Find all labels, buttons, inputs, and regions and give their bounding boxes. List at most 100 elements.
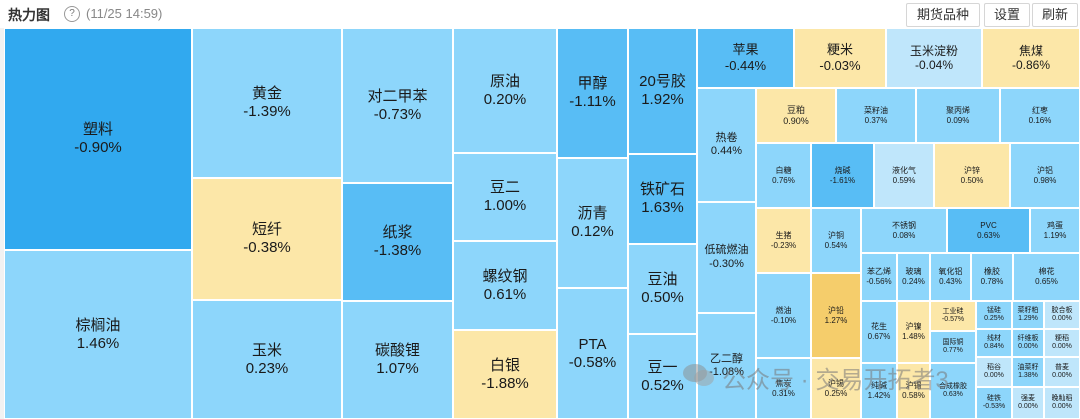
tile-8[interactable]: 原油 0.20% [453,28,557,153]
tile-9[interactable]: 豆二 1.00% [453,153,557,241]
tile-name: 菜籽油 [864,105,888,115]
tile-58[interactable]: 油菜籽 1.38% [1012,357,1044,387]
tile-50[interactable]: 胶合板 0.00% [1044,301,1080,329]
tile-20[interactable]: 粳米 -0.03% [794,28,886,88]
tile-52[interactable]: 沪镍 1.48% [897,301,930,363]
tile-25[interactable]: 乙二醇 -1.08% [697,313,756,419]
tile-name: 苯乙烯 [867,267,891,277]
tile-change-percent: 0.65% [1035,277,1058,286]
help-icon[interactable]: ? [64,6,80,22]
tile-19[interactable]: 苹果 -0.44% [697,28,794,88]
tile-name: PVC [980,220,997,230]
tile-name: 玉米淀粉 [909,43,958,58]
tile-name: 红枣 [1032,105,1048,115]
tile-48[interactable]: 锰硅 0.25% [976,301,1012,329]
refresh-button[interactable]: 刷新 [1032,3,1078,27]
tile-56[interactable]: 国际铜 0.77% [930,331,976,363]
tile-32[interactable]: 液化气 0.59% [874,143,934,208]
tile-44[interactable]: 棉花 0.65% [1013,253,1080,301]
tile-64[interactable]: 强麦 0.00% [1012,387,1044,419]
tile-34[interactable]: 沪铝 0.98% [1010,143,1080,208]
tile-16[interactable]: 铁矿石 1.63% [628,154,697,244]
tile-name: 棕榈油 [75,316,121,334]
tile-10[interactable]: 螺纹钢 0.61% [453,241,557,330]
settings-button[interactable]: 设置 [984,3,1030,27]
tile-name: 工业硅 [942,307,964,315]
tile-name: 菜籽粕 [1017,306,1039,314]
tile-60[interactable]: 焦炭 0.31% [756,358,811,419]
tile-42[interactable]: 氧化铝 0.43% [930,253,971,301]
tile-57[interactable]: 稻谷 0.00% [976,357,1012,387]
tile-39[interactable]: 鸡蛋 1.19% [1030,208,1080,253]
tile-46[interactable]: 沪铅 1.27% [811,273,861,358]
tile-59[interactable]: 普麦 0.00% [1044,357,1080,387]
tile-13[interactable]: 沥青 0.12% [557,158,628,288]
tile-35[interactable]: 生猪 -0.23% [756,208,811,273]
tile-name: 塑料 [82,121,113,138]
tile-change-percent: 0.52% [641,376,684,394]
tile-name: 强麦 [1021,394,1035,402]
tile-name: 甲醇 [577,75,608,92]
tile-6[interactable]: 纸浆 -1.38% [342,183,453,301]
tile-name: 聚丙烯 [946,105,970,115]
tile-3[interactable]: 短纤 -0.38% [192,178,342,300]
tile-24[interactable]: 低硫燃油 -0.30% [697,202,756,313]
tile-change-percent: -1.08% [709,366,744,378]
tile-62[interactable]: 沪锡 0.58% [897,363,930,419]
tile-51[interactable]: 花生 0.67% [861,301,897,363]
tile-45[interactable]: 燃油 -0.10% [756,273,811,358]
tile-23[interactable]: 热卷 0.44% [697,88,756,202]
tile-change-percent: 1.92% [641,91,684,108]
tile-change-percent: -0.23% [770,240,797,250]
tile-54[interactable]: 纤维板 0.00% [1012,329,1044,357]
tile-name: 普麦 [1055,363,1069,371]
tile-26[interactable]: 豆粕 0.90% [756,88,836,143]
tile-change-percent: 1.07% [376,360,419,377]
tile-41[interactable]: 玻璃 0.24% [897,253,930,301]
tile-67[interactable]: 合成橡胶 0.63% [930,363,976,419]
tile-33[interactable]: 沪锌 0.50% [934,143,1010,208]
tile-15[interactable]: 20号胶 1.92% [628,28,697,154]
tile-change-percent: 0.59% [892,175,916,185]
tile-name: 焦煤 [1018,43,1043,58]
tile-21[interactable]: 玉米淀粉 -0.04% [886,28,982,88]
tile-2[interactable]: 黄金 -1.39% [192,28,342,178]
tile-change-percent: 1.38% [1018,372,1038,379]
tile-43[interactable]: 橡胶 0.78% [971,253,1013,301]
tile-17[interactable]: 豆油 0.50% [628,244,697,334]
toolbar: 热力图 ? (11/25 14:59) 期货品种 设置 刷新 [0,0,1080,29]
tile-5[interactable]: 对二甲苯 -0.73% [342,28,453,183]
tile-22[interactable]: 焦煤 -0.86% [982,28,1080,88]
tile-36[interactable]: 沪铜 0.54% [811,208,861,273]
tile-28[interactable]: 聚丙烯 0.09% [916,88,1000,143]
tile-47[interactable]: 工业硅 -0.57% [930,301,976,331]
tile-40[interactable]: 苯乙烯 -0.56% [861,253,897,301]
tile-change-percent: 0.00% [1018,343,1038,350]
futures-variety-button[interactable]: 期货品种 [906,3,980,27]
tile-27[interactable]: 菜籽油 0.37% [836,88,916,143]
tile-name: 油菜籽 [1017,363,1039,371]
tile-11[interactable]: 白银 -1.88% [453,330,557,419]
tile-4[interactable]: 玉米 0.23% [192,300,342,419]
tile-37[interactable]: 不锈钢 0.08% [861,208,947,253]
tile-12[interactable]: 甲醇 -1.11% [557,28,628,158]
tile-55[interactable]: 粳稻 0.00% [1044,329,1080,357]
tile-name: 豆二 [489,179,520,196]
tile-change-percent: 0.50% [641,289,684,306]
tile-63[interactable]: 硅铁 -0.53% [976,387,1012,419]
tile-name: 螺纹钢 [482,267,528,285]
tile-38[interactable]: PVC 0.63% [947,208,1030,253]
tile-14[interactable]: PTA -0.58% [557,288,628,419]
tile-1[interactable]: 棕榈油 1.46% [4,250,192,419]
tile-name: 纸浆 [382,224,413,241]
tile-0[interactable]: 塑料 -0.90% [4,28,192,250]
tile-66[interactable]: 沪锡 0.25% [811,358,861,419]
tile-65[interactable]: 晚籼稻 0.00% [1044,387,1080,419]
tile-49[interactable]: 菜籽粕 1.29% [1012,301,1044,329]
tile-29[interactable]: 红枣 0.16% [1000,88,1080,143]
tile-53[interactable]: 线材 0.84% [976,329,1012,357]
tile-31[interactable]: 烧碱 -1.61% [811,143,874,208]
tile-7[interactable]: 碳酸锂 1.07% [342,301,453,419]
tile-61[interactable]: 纯碱 1.42% [861,363,897,419]
tile-30[interactable]: 白糖 0.76% [756,143,811,208]
